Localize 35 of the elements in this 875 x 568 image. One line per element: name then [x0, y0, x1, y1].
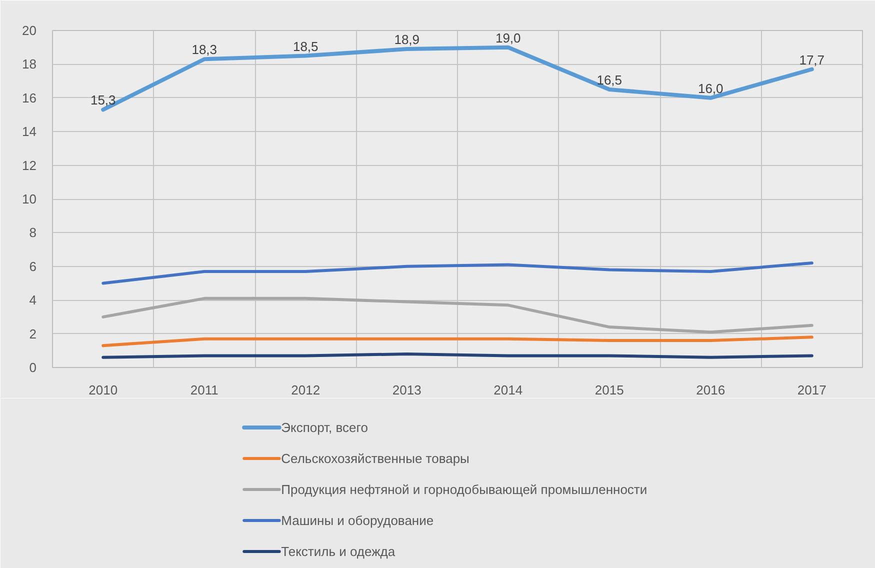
y-tick-label: 20 [22, 23, 37, 38]
legend-label: Текстиль и одежда [281, 544, 396, 559]
x-tick-label: 2013 [392, 382, 422, 398]
data-label: 17,7 [799, 52, 825, 68]
y-tick-label: 8 [29, 225, 37, 240]
y-tick-label: 2 [29, 326, 37, 342]
y-tick-label: 4 [29, 292, 37, 308]
y-tick-label: 0 [29, 360, 37, 375]
x-tick-label: 2010 [88, 382, 118, 398]
y-tick-label: 12 [22, 158, 37, 173]
legend-label: Продукция нефтяной и горнодобывающей промышленности [281, 482, 648, 497]
line-series [102, 336, 814, 348]
data-label: 18,9 [394, 32, 420, 48]
legend-label: Машины и оборудование [281, 513, 434, 528]
y-tick-label: 10 [22, 192, 37, 206]
line-series [102, 296, 814, 334]
x-tick-label: 2015 [594, 382, 624, 398]
data-label: 19,0 [495, 30, 521, 46]
data-label: 16,0 [698, 80, 724, 96]
data-label: 16,5 [596, 72, 622, 88]
legend-label: Экспорт, всего [281, 420, 368, 435]
line-series [102, 262, 814, 285]
y-tick-label: 16 [22, 90, 37, 106]
data-label: 18,3 [192, 42, 218, 58]
y-tick-label: 18 [22, 56, 37, 72]
data-label: 18,5 [292, 38, 318, 54]
x-tick-label: 2012 [291, 382, 320, 398]
legend-label: Сельскохозяйственные товары [281, 451, 470, 466]
x-tick-label: 2014 [494, 382, 523, 398]
x-tick-label: 2011 [190, 382, 218, 398]
y-tick-label: 6 [29, 258, 37, 274]
y-tick-label: 14 [22, 124, 37, 140]
data-label: 15,3 [90, 92, 116, 108]
x-tick-label: 2016 [696, 382, 726, 398]
x-tick-label: 2017 [797, 382, 826, 398]
